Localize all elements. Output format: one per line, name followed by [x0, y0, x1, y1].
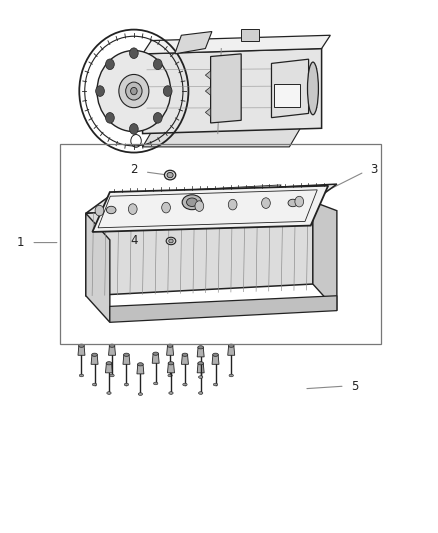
- Polygon shape: [212, 355, 219, 365]
- Polygon shape: [91, 355, 98, 365]
- Bar: [241, 29, 258, 41]
- Ellipse shape: [166, 237, 176, 245]
- Polygon shape: [211, 54, 241, 123]
- Polygon shape: [175, 31, 212, 54]
- Polygon shape: [86, 201, 313, 296]
- Polygon shape: [197, 364, 204, 373]
- Polygon shape: [167, 364, 174, 373]
- Bar: [60, 144, 381, 344]
- Ellipse shape: [167, 344, 173, 348]
- Polygon shape: [228, 346, 235, 356]
- Polygon shape: [130, 185, 281, 205]
- Polygon shape: [86, 213, 110, 322]
- Circle shape: [130, 124, 138, 134]
- Polygon shape: [109, 346, 116, 356]
- Circle shape: [261, 198, 270, 208]
- Circle shape: [228, 199, 237, 210]
- Ellipse shape: [168, 374, 172, 377]
- Polygon shape: [205, 71, 211, 79]
- Ellipse shape: [106, 362, 112, 365]
- Text: 4: 4: [130, 235, 138, 247]
- Ellipse shape: [187, 198, 198, 206]
- Ellipse shape: [198, 362, 204, 365]
- Ellipse shape: [229, 374, 233, 377]
- Polygon shape: [313, 201, 337, 311]
- Ellipse shape: [182, 195, 202, 209]
- Ellipse shape: [198, 376, 203, 378]
- Text: 3: 3: [370, 163, 378, 176]
- Circle shape: [106, 59, 114, 70]
- Circle shape: [153, 112, 162, 123]
- Polygon shape: [86, 184, 337, 213]
- Circle shape: [106, 112, 114, 123]
- Polygon shape: [272, 59, 309, 118]
- Circle shape: [195, 201, 204, 212]
- Ellipse shape: [169, 392, 173, 394]
- Text: 1: 1: [17, 236, 24, 249]
- Ellipse shape: [183, 383, 187, 386]
- Ellipse shape: [124, 383, 129, 386]
- Ellipse shape: [198, 392, 203, 394]
- Ellipse shape: [124, 353, 129, 357]
- Ellipse shape: [168, 362, 174, 365]
- Polygon shape: [92, 185, 328, 232]
- Ellipse shape: [97, 51, 171, 132]
- Ellipse shape: [92, 353, 97, 357]
- Ellipse shape: [288, 199, 298, 207]
- Text: 5: 5: [351, 379, 358, 393]
- Ellipse shape: [106, 206, 116, 214]
- Polygon shape: [123, 355, 130, 365]
- Ellipse shape: [167, 172, 173, 177]
- Ellipse shape: [153, 382, 158, 385]
- Polygon shape: [143, 49, 321, 134]
- Circle shape: [128, 204, 137, 214]
- Ellipse shape: [153, 352, 159, 356]
- Polygon shape: [143, 35, 330, 54]
- Polygon shape: [106, 364, 113, 373]
- Circle shape: [163, 86, 172, 96]
- Polygon shape: [110, 296, 337, 322]
- Circle shape: [162, 203, 170, 213]
- Polygon shape: [181, 355, 188, 365]
- Ellipse shape: [169, 239, 173, 243]
- Polygon shape: [143, 128, 300, 147]
- Circle shape: [130, 48, 138, 59]
- Ellipse shape: [213, 383, 218, 386]
- Ellipse shape: [92, 383, 97, 386]
- Polygon shape: [197, 348, 204, 357]
- Ellipse shape: [198, 346, 204, 349]
- Polygon shape: [205, 108, 211, 117]
- Ellipse shape: [107, 392, 111, 394]
- Ellipse shape: [138, 363, 143, 366]
- Bar: [274, 84, 300, 107]
- Ellipse shape: [213, 353, 219, 357]
- Ellipse shape: [138, 393, 143, 395]
- Ellipse shape: [307, 62, 318, 115]
- Polygon shape: [137, 365, 144, 374]
- Polygon shape: [205, 87, 211, 95]
- Circle shape: [95, 86, 104, 96]
- Ellipse shape: [131, 87, 137, 95]
- Circle shape: [153, 59, 162, 70]
- Ellipse shape: [79, 344, 84, 348]
- Ellipse shape: [110, 374, 114, 377]
- Ellipse shape: [119, 75, 149, 108]
- Ellipse shape: [228, 344, 234, 348]
- Ellipse shape: [164, 170, 176, 180]
- Ellipse shape: [109, 344, 115, 348]
- Polygon shape: [152, 354, 159, 364]
- Ellipse shape: [182, 353, 188, 357]
- Circle shape: [95, 205, 104, 216]
- Ellipse shape: [126, 82, 142, 100]
- Text: 2: 2: [130, 163, 138, 176]
- Circle shape: [295, 196, 304, 207]
- Ellipse shape: [79, 374, 84, 377]
- Polygon shape: [166, 346, 173, 356]
- Polygon shape: [78, 346, 85, 356]
